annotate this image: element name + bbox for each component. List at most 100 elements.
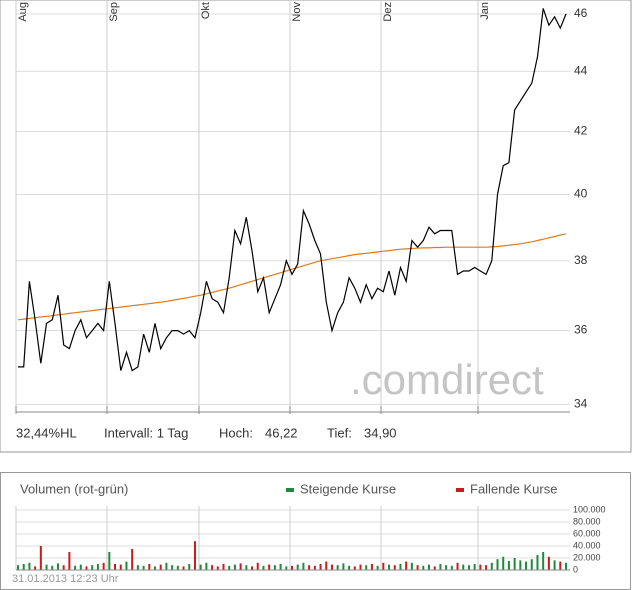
volume-bar bbox=[56, 563, 59, 570]
x-tick-label: Nov bbox=[291, 2, 303, 22]
volume-bar bbox=[399, 564, 402, 570]
volume-bar bbox=[154, 566, 156, 570]
volume-bar bbox=[45, 564, 48, 570]
volume-bar bbox=[456, 562, 459, 570]
volume-bar bbox=[542, 552, 545, 570]
volume-bar bbox=[256, 562, 259, 570]
volume-bar bbox=[62, 565, 65, 570]
volume-bar bbox=[536, 555, 539, 570]
volume-bar bbox=[188, 564, 191, 570]
volume-bar bbox=[251, 566, 254, 570]
volume-bar bbox=[342, 563, 345, 570]
x-tick-label: Jan bbox=[479, 2, 491, 20]
volume-bar bbox=[119, 564, 122, 570]
volume-bar bbox=[262, 565, 265, 570]
volume-bar bbox=[330, 564, 333, 570]
footer-text: Hoch: bbox=[219, 425, 253, 440]
volume-bar bbox=[268, 564, 271, 570]
volume-bar bbox=[359, 564, 362, 570]
volume-bar bbox=[205, 562, 208, 570]
volume-bar bbox=[439, 564, 442, 570]
volume-bar bbox=[108, 552, 111, 570]
volume-bar bbox=[51, 565, 54, 570]
legend-label: Fallende Kurse bbox=[470, 481, 557, 496]
volume-bar bbox=[325, 561, 328, 570]
legend-swatch bbox=[456, 488, 464, 492]
volume-bar bbox=[530, 559, 533, 570]
volume-bar bbox=[319, 564, 322, 570]
y-tick-label: 34 bbox=[574, 397, 588, 411]
volume-bar bbox=[182, 566, 185, 570]
y-tick-label: 44 bbox=[574, 64, 588, 78]
volume-bar bbox=[291, 565, 293, 570]
volume-bar bbox=[142, 565, 145, 570]
volume-bar bbox=[165, 562, 168, 570]
volume-bar bbox=[273, 565, 276, 570]
volume-bar bbox=[428, 564, 430, 570]
footer-text: 34,90 bbox=[364, 425, 397, 440]
x-tick-label: Aug bbox=[17, 2, 29, 22]
volume-bar bbox=[376, 565, 379, 570]
volume-bar bbox=[490, 562, 493, 570]
volume-bar bbox=[382, 562, 385, 570]
footer-text: 32,44%HL bbox=[16, 425, 77, 440]
footer-text: Tief: bbox=[327, 425, 352, 440]
price-panel bbox=[0, 0, 632, 453]
volume-bar bbox=[79, 564, 82, 570]
y-tick-label: 60.000 bbox=[573, 528, 601, 538]
volume-bar bbox=[388, 564, 391, 570]
volume-bar bbox=[405, 561, 408, 570]
footer-text: 46,22 bbox=[265, 425, 298, 440]
volume-bar bbox=[422, 565, 425, 570]
volume-bar bbox=[233, 564, 236, 570]
volume-bar bbox=[433, 566, 436, 570]
volume-bar bbox=[336, 565, 339, 570]
volume-bar bbox=[547, 556, 550, 570]
volume-bar bbox=[513, 558, 516, 570]
volume-bar bbox=[313, 565, 316, 570]
volume-bar bbox=[565, 562, 567, 570]
volume-bar bbox=[34, 566, 37, 570]
volume-bar bbox=[553, 560, 556, 570]
price-line bbox=[17, 233, 567, 321]
price-line bbox=[18, 8, 567, 372]
volume-bar bbox=[353, 566, 356, 570]
volume-bar bbox=[91, 565, 94, 570]
volume-bar bbox=[159, 564, 162, 570]
volume-bar bbox=[131, 549, 134, 570]
volume-bar bbox=[525, 561, 528, 570]
volume-bar bbox=[496, 559, 499, 570]
y-tick-label: 36 bbox=[574, 323, 588, 337]
volume-bar bbox=[445, 565, 448, 570]
volume-bar bbox=[39, 546, 42, 570]
volume-bar bbox=[519, 560, 522, 570]
chart-title: Volumen (rot-grün) bbox=[20, 481, 128, 496]
legend-label: Steigende Kurse bbox=[300, 481, 396, 496]
volume-bar bbox=[485, 565, 488, 570]
volume-bar bbox=[136, 565, 139, 570]
volume-bar bbox=[410, 562, 413, 570]
volume-bar bbox=[148, 564, 151, 570]
volume-bar bbox=[17, 565, 19, 570]
volume-bar bbox=[467, 565, 470, 570]
timestamp: 31.01.2013 12:23 Uhr bbox=[12, 573, 119, 585]
y-tick-label: 0 bbox=[573, 564, 578, 574]
volume-bar bbox=[450, 565, 453, 570]
volume-bar bbox=[193, 541, 196, 570]
volume-bar bbox=[462, 564, 465, 570]
volume-bar bbox=[502, 556, 505, 570]
volume-bar bbox=[473, 564, 476, 570]
volume-bar bbox=[239, 563, 242, 570]
volume-bar bbox=[216, 566, 219, 570]
y-tick-label: 20.000 bbox=[573, 552, 601, 562]
y-tick-label: 100.000 bbox=[573, 504, 606, 514]
volume-bar bbox=[74, 565, 77, 570]
volume-bar bbox=[176, 565, 179, 570]
volume-bar bbox=[279, 564, 282, 570]
volume-bar bbox=[479, 564, 482, 570]
volume-bar bbox=[199, 564, 202, 570]
volume-bar bbox=[393, 565, 396, 570]
volume-bar bbox=[28, 562, 31, 570]
x-tick-label: Dez bbox=[382, 2, 394, 22]
y-tick-label: 46 bbox=[574, 6, 588, 20]
